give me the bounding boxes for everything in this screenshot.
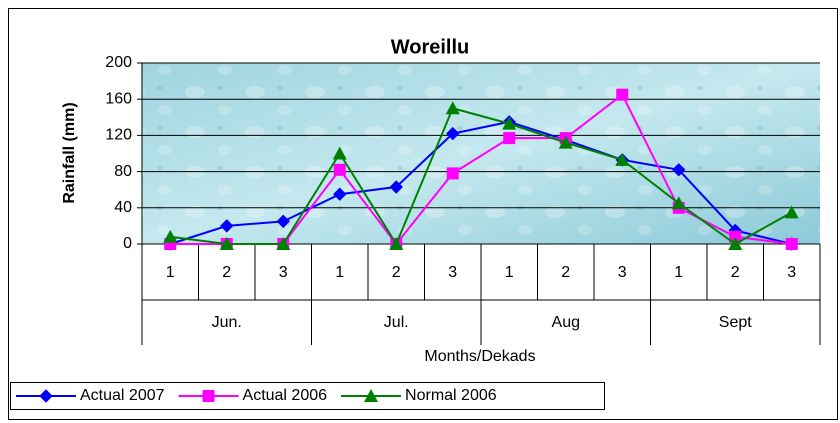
marker xyxy=(332,146,347,160)
marker xyxy=(276,237,291,250)
chart-title: Woreillu xyxy=(391,36,470,58)
marker xyxy=(616,88,629,101)
marker xyxy=(502,116,517,130)
x-tick-label: 1 xyxy=(674,264,683,281)
group-label: Sept xyxy=(719,314,752,331)
group-label: Jul. xyxy=(384,314,409,331)
y-tick-label: 40 xyxy=(114,199,132,216)
y-axis-title: Rainfall (mm) xyxy=(61,102,78,203)
y-tick-label: 80 xyxy=(114,163,132,180)
x-tick-label: 2 xyxy=(561,264,570,281)
marker xyxy=(39,389,53,403)
x-tick-label: 3 xyxy=(448,264,457,281)
group-label: Aug xyxy=(552,314,580,331)
marker xyxy=(728,237,743,250)
marker xyxy=(558,135,573,149)
x-tick-label: 1 xyxy=(505,264,514,281)
y-tick-label: 200 xyxy=(105,54,132,71)
y-tick-label: 0 xyxy=(123,235,132,252)
marker xyxy=(446,126,460,141)
x-tick-label: 2 xyxy=(731,264,740,281)
x-tick-label: 1 xyxy=(335,264,344,281)
plot-texture xyxy=(142,63,820,244)
x-tick-label: 2 xyxy=(222,264,231,281)
marker xyxy=(389,180,403,194)
marker xyxy=(333,187,347,201)
marker xyxy=(220,219,234,233)
y-tick-label: 160 xyxy=(105,90,132,107)
legend-box xyxy=(10,382,605,410)
x-tick-label: 3 xyxy=(279,264,288,281)
y-tick-label: 120 xyxy=(105,127,132,144)
legend-label: Normal 2006 xyxy=(405,387,497,404)
marker xyxy=(364,389,379,402)
x-tick-label: 3 xyxy=(787,264,796,281)
marker xyxy=(784,205,799,219)
marker xyxy=(615,152,630,166)
marker xyxy=(672,163,686,177)
marker xyxy=(671,196,686,210)
x-axis-title: Months/Dekads xyxy=(424,348,535,365)
marker xyxy=(785,238,798,250)
marker xyxy=(729,230,742,243)
marker xyxy=(389,237,404,250)
legend-label: Actual 2007 xyxy=(80,387,165,404)
marker xyxy=(503,132,516,145)
x-tick-label: 3 xyxy=(618,264,627,281)
group-label: Jun. xyxy=(212,314,242,331)
marker xyxy=(445,101,460,115)
marker xyxy=(202,390,215,402)
marker xyxy=(276,214,290,229)
x-tick-label: 2 xyxy=(392,264,401,281)
marker xyxy=(163,229,178,243)
marker xyxy=(333,163,346,176)
x-tick-label: 1 xyxy=(166,264,175,281)
marker xyxy=(219,237,234,250)
series-line xyxy=(170,107,793,247)
marker xyxy=(446,167,459,180)
legend-label: Actual 2006 xyxy=(243,387,328,404)
series-line xyxy=(169,120,792,245)
